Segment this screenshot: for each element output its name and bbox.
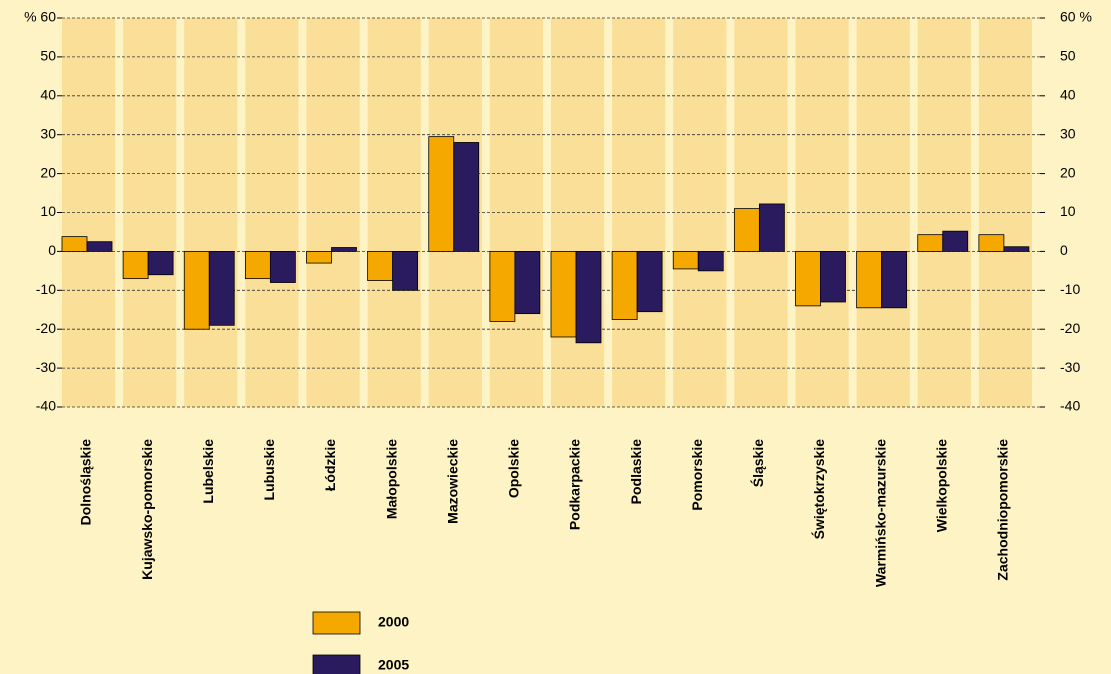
y2-tick-label: 0 [1060, 242, 1068, 258]
y-tick-label: -20 [36, 320, 56, 336]
bar [550, 250, 577, 338]
bar [147, 250, 174, 276]
y2-tick-label: 60 % [1060, 9, 1092, 25]
x-tick-label: Podlaskie [628, 439, 644, 505]
y-tick-label: 0 [48, 242, 56, 258]
y-tick-label: 30 [40, 125, 56, 141]
bar [1003, 246, 1030, 252]
bar [672, 250, 699, 270]
bar [575, 250, 602, 344]
x-tick-label: Lubelskie [200, 439, 216, 504]
x-tick-label: Mazowieckie [444, 439, 460, 524]
bar [514, 250, 541, 315]
legend-swatch [312, 654, 361, 674]
x-tick-label: Opolskie [506, 439, 522, 498]
y2-tick-label: 30 [1060, 125, 1076, 141]
x-tick-label: Świętokrzyskie [810, 439, 827, 540]
bar [269, 250, 296, 283]
y-tick-label: 50 [40, 48, 56, 64]
bar [856, 250, 883, 309]
x-tick-label: Lubuskie [261, 439, 277, 501]
x-tick-label: Podkarpackie [567, 439, 583, 530]
y-tick-label: 40 [40, 87, 56, 103]
legend-label: 2005 [378, 657, 409, 673]
x-tick-label: Zachodniopomorskie [995, 439, 1011, 581]
x-tick-label: Łódzkie [322, 439, 338, 491]
y-tick-label: -40 [36, 398, 56, 414]
y2-tick-label: 50 [1060, 48, 1076, 64]
bar [122, 250, 149, 280]
x-tick-label: Warmińsko-mazurskie [872, 439, 888, 587]
y-tick-label: % 60 [24, 9, 56, 25]
x-tick-label: Pomorskie [689, 439, 705, 511]
bar [306, 250, 332, 264]
bar [917, 234, 944, 252]
bar [636, 250, 663, 313]
y-tick-label: -30 [36, 359, 56, 375]
bar [758, 203, 785, 252]
x-tick-label: Dolnośląskie [78, 439, 94, 526]
y-tick-label: -10 [36, 281, 56, 297]
y2-tick-label: -20 [1060, 320, 1080, 336]
bar [392, 250, 419, 291]
x-tick-label: Wielkopolskie [933, 439, 949, 532]
y2-tick-label: 20 [1060, 164, 1076, 180]
bar [367, 250, 394, 281]
y2-tick-label: -40 [1060, 398, 1080, 414]
bar [183, 250, 210, 330]
bar [244, 250, 271, 280]
bar [978, 234, 1005, 252]
bar [942, 230, 969, 252]
bar [428, 136, 455, 252]
y2-tick-label: 40 [1060, 87, 1076, 103]
bar [489, 250, 516, 322]
bar [795, 250, 821, 307]
x-tick-label: Małopolskie [383, 439, 399, 519]
bar [733, 208, 760, 252]
y2-tick-label: -30 [1060, 359, 1080, 375]
y2-tick-label: 10 [1060, 203, 1076, 219]
bar [611, 250, 638, 320]
bar [331, 247, 357, 252]
bar [61, 236, 88, 252]
y-tick-label: 20 [40, 164, 56, 180]
x-tick-label: Kujawsko-pomorskie [139, 439, 155, 580]
legend-swatch [312, 611, 361, 635]
bar [208, 250, 235, 326]
x-tick-label: Śląskie [749, 439, 766, 487]
y2-tick-label: -10 [1060, 281, 1080, 297]
bar [453, 142, 480, 252]
bar [697, 250, 724, 272]
y-tick-label: 10 [40, 203, 56, 219]
bar [881, 250, 908, 309]
legend-label: 2000 [378, 614, 409, 630]
bar [820, 250, 846, 303]
bar [86, 241, 113, 252]
